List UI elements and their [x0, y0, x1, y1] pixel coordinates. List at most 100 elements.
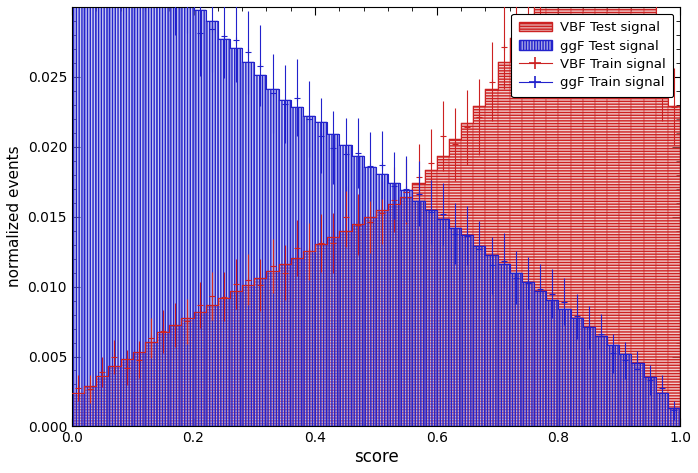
Bar	[303, 115, 315, 427]
Bar	[558, 0, 570, 427]
Bar	[632, 363, 644, 427]
Bar	[315, 244, 327, 427]
Bar	[424, 170, 437, 427]
Bar	[570, 0, 583, 427]
Bar	[145, 0, 157, 427]
Bar	[96, 0, 108, 427]
Bar	[145, 342, 157, 427]
Bar	[133, 0, 145, 427]
Bar	[157, 332, 169, 427]
Bar	[644, 377, 655, 427]
Bar	[121, 0, 133, 427]
Bar	[242, 61, 254, 427]
Bar	[583, 0, 595, 427]
Bar	[473, 106, 485, 427]
Bar	[315, 244, 327, 427]
Bar	[364, 217, 376, 427]
Bar	[461, 123, 473, 427]
Bar	[291, 106, 303, 427]
Bar	[644, 0, 655, 427]
Bar	[547, 0, 558, 427]
Bar	[181, 0, 193, 427]
Bar	[424, 170, 437, 427]
Bar	[169, 0, 181, 427]
Bar	[595, 0, 607, 427]
Bar	[145, 342, 157, 427]
Bar	[84, 386, 96, 427]
Bar	[449, 140, 461, 427]
Bar	[133, 352, 145, 427]
Bar	[169, 325, 181, 427]
Bar	[157, 332, 169, 427]
Bar	[668, 408, 680, 427]
Bar	[388, 203, 400, 427]
Bar	[242, 285, 254, 427]
Bar	[352, 224, 364, 427]
Bar	[498, 62, 510, 427]
Bar	[595, 336, 607, 427]
Bar	[291, 258, 303, 427]
Bar	[352, 224, 364, 427]
Bar	[327, 237, 339, 427]
Bar	[607, 0, 619, 427]
Y-axis label: normalized events: normalized events	[7, 146, 22, 288]
Bar	[352, 156, 364, 427]
Bar	[547, 0, 558, 427]
Bar	[437, 157, 449, 427]
Bar	[449, 228, 461, 427]
Bar	[473, 246, 485, 427]
Bar	[607, 345, 619, 427]
Bar	[413, 184, 424, 427]
Bar	[181, 318, 193, 427]
Bar	[632, 0, 644, 427]
Bar	[121, 359, 133, 427]
Bar	[279, 264, 291, 427]
Bar	[570, 318, 583, 427]
Bar	[632, 0, 644, 427]
Bar	[279, 264, 291, 427]
Bar	[400, 197, 413, 427]
Bar	[230, 48, 242, 427]
Bar	[206, 305, 218, 427]
Bar	[485, 255, 498, 427]
Bar	[413, 201, 424, 427]
Bar	[230, 291, 242, 427]
Bar	[327, 133, 339, 427]
Bar	[473, 106, 485, 427]
Bar	[485, 89, 498, 427]
Bar	[254, 278, 267, 427]
Bar	[583, 327, 595, 427]
Bar	[595, 0, 607, 427]
Bar	[510, 38, 522, 427]
Bar	[655, 393, 668, 427]
Bar	[218, 39, 230, 427]
Bar	[267, 271, 279, 427]
Bar	[461, 123, 473, 427]
Bar	[583, 0, 595, 427]
Bar	[485, 89, 498, 427]
Bar	[510, 38, 522, 427]
Legend: VBF Test signal, ggF Test signal, VBF Train signal, ggF Train signal: VBF Test signal, ggF Test signal, VBF Tr…	[511, 14, 674, 97]
Bar	[607, 0, 619, 427]
Bar	[547, 300, 558, 427]
Bar	[108, 0, 121, 427]
Bar	[303, 251, 315, 427]
Bar	[522, 15, 534, 427]
Bar	[364, 217, 376, 427]
Bar	[498, 264, 510, 427]
Bar	[619, 0, 632, 427]
Bar	[193, 312, 206, 427]
Bar	[193, 312, 206, 427]
Bar	[388, 203, 400, 427]
Bar	[193, 10, 206, 427]
Bar	[364, 167, 376, 427]
Bar	[133, 352, 145, 427]
Bar	[108, 366, 121, 427]
Bar	[72, 393, 84, 427]
Bar	[84, 386, 96, 427]
Bar	[315, 123, 327, 427]
Bar	[376, 174, 388, 427]
Bar	[218, 298, 230, 427]
Bar	[510, 273, 522, 427]
Bar	[534, 0, 547, 427]
